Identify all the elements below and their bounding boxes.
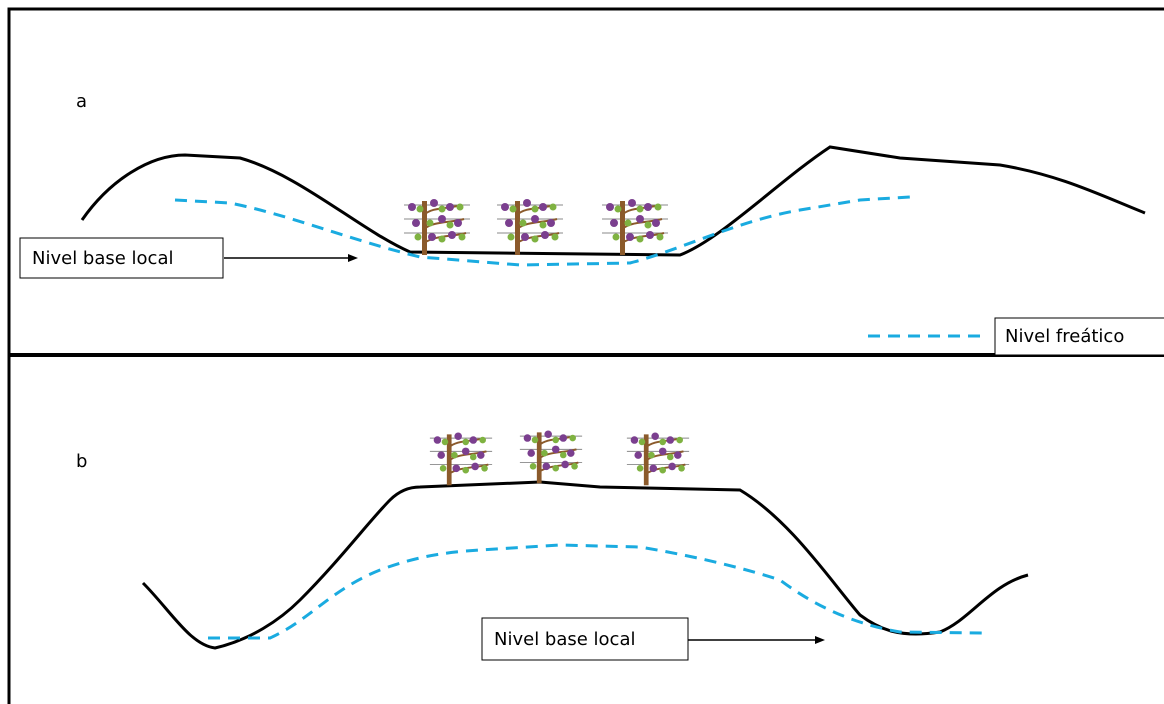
base-label: Nivel base local (32, 248, 174, 269)
arrow-head (815, 636, 825, 644)
vine (497, 199, 563, 255)
vine (520, 430, 582, 483)
legend-label: Nivel freático (1005, 326, 1124, 347)
diagram: a Nivel base local Nivel freático b Nive… (0, 0, 1164, 704)
panel-label: b (76, 451, 87, 472)
base-label: Nivel base local (494, 629, 636, 650)
vine (602, 199, 668, 255)
page: a Nivel base local Nivel freático b Nive… (0, 0, 1164, 704)
vine (404, 199, 470, 255)
vine (627, 432, 689, 485)
arrow-head (348, 254, 358, 262)
vine (430, 432, 492, 485)
panel-label: a (76, 91, 87, 112)
